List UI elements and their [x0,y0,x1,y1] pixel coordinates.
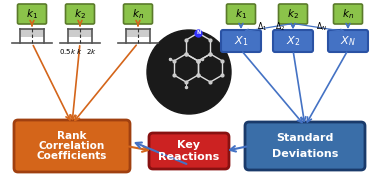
Text: $0.5k$: $0.5k$ [59,47,77,56]
FancyBboxPatch shape [124,4,152,24]
FancyBboxPatch shape [279,4,307,24]
Text: $X_2$: $X_2$ [286,34,300,48]
Text: Correlation: Correlation [39,141,105,151]
Text: $X_1$: $X_1$ [234,34,248,48]
Text: $k_n$: $k_n$ [342,7,354,21]
FancyBboxPatch shape [14,120,130,172]
FancyBboxPatch shape [221,30,261,52]
FancyBboxPatch shape [245,122,365,170]
FancyBboxPatch shape [226,4,256,24]
Text: $k_2$: $k_2$ [287,7,299,21]
Text: $k_n$: $k_n$ [132,7,144,21]
Text: Rank: Rank [57,131,87,141]
Bar [126,29,150,36]
Text: N: N [196,31,200,36]
Bar [68,29,92,36]
FancyBboxPatch shape [17,4,46,24]
Text: $2k$: $2k$ [86,47,96,56]
Text: $k$: $k$ [76,47,82,56]
Text: $\Delta_1$: $\Delta_1$ [257,21,267,33]
FancyBboxPatch shape [328,30,368,52]
FancyBboxPatch shape [273,30,313,52]
FancyBboxPatch shape [333,4,363,24]
Text: Coefficients: Coefficients [37,151,107,161]
Text: $k_1$: $k_1$ [235,7,247,21]
Text: Deviations: Deviations [272,149,338,159]
Bar [20,29,44,36]
Text: Standard: Standard [276,133,334,143]
Circle shape [147,30,231,114]
Text: $\Delta_2$: $\Delta_2$ [275,21,285,33]
FancyBboxPatch shape [65,4,94,24]
Text: $X_N$: $X_N$ [340,34,356,48]
Text: $\Delta_N$: $\Delta_N$ [316,21,328,33]
Text: Key: Key [178,140,200,150]
Text: $k_1$: $k_1$ [26,7,38,21]
FancyBboxPatch shape [149,133,229,169]
Text: $k_2$: $k_2$ [74,7,86,21]
Text: Reactions: Reactions [158,152,220,162]
